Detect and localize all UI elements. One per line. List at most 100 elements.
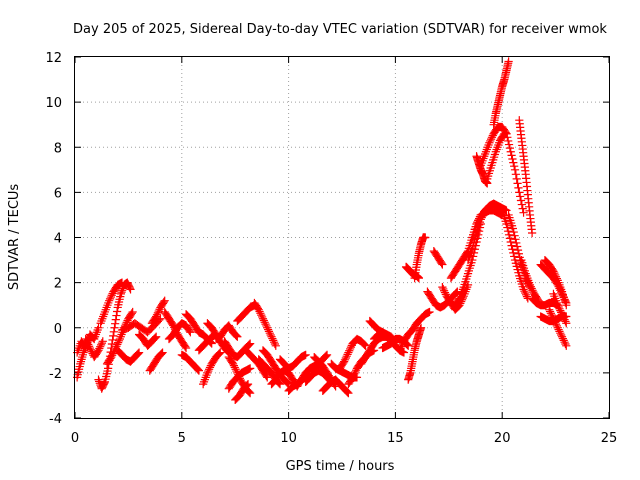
data-point <box>262 371 271 381</box>
data-point <box>158 348 167 357</box>
data-point <box>505 234 514 243</box>
data-point <box>508 154 517 164</box>
grid <box>75 57 609 418</box>
data-point <box>506 237 515 247</box>
data-point <box>181 343 191 353</box>
data-series-tr25 <box>241 346 272 382</box>
data-point <box>128 307 137 317</box>
data-point <box>514 183 523 192</box>
data-point <box>215 349 224 358</box>
y-tick-label: 8 <box>54 141 62 156</box>
data-point <box>194 366 203 375</box>
x-tick-label: 10 <box>280 431 297 446</box>
data-point <box>343 388 352 397</box>
data-point <box>283 379 292 388</box>
data-point <box>134 349 143 358</box>
data-point <box>514 249 523 258</box>
y-tick-label: 10 <box>45 96 62 111</box>
data-point <box>438 260 447 269</box>
data-point <box>246 364 255 373</box>
data-series-tr28 <box>258 346 293 389</box>
data-point <box>246 389 255 398</box>
data-point <box>504 57 513 66</box>
data-point <box>469 241 478 250</box>
data-point <box>186 328 195 337</box>
data-point <box>193 365 203 374</box>
data-point <box>243 380 253 389</box>
data-series-tr55 <box>476 122 511 170</box>
data-point <box>562 319 571 328</box>
data-point <box>452 288 461 297</box>
data-point <box>181 342 190 351</box>
x-tick-label: 0 <box>71 431 79 446</box>
data-point <box>437 259 446 268</box>
data-point <box>507 241 516 250</box>
data-point <box>134 348 144 357</box>
data-point <box>510 162 519 171</box>
data-point <box>157 349 166 358</box>
x-tick-label: 15 <box>387 431 404 446</box>
data-series-tr09 <box>134 330 161 350</box>
data-series-tr58 <box>498 206 532 303</box>
data-point <box>112 311 121 320</box>
y-tick-label: 6 <box>54 186 62 201</box>
data-series-tr14 <box>177 350 203 375</box>
data-series-tr30 <box>275 350 310 373</box>
data-point <box>510 231 519 240</box>
data-point <box>94 323 103 332</box>
data-series-tr46 <box>410 233 430 283</box>
data-point <box>111 315 120 324</box>
data-point <box>421 233 430 242</box>
data-point <box>216 348 225 357</box>
data-point <box>399 348 409 357</box>
data-point <box>516 192 525 201</box>
data-point <box>339 358 348 368</box>
data-point <box>508 224 517 233</box>
data-point <box>232 331 241 340</box>
data-series-tr44 <box>404 323 426 384</box>
data-point <box>518 204 527 213</box>
data-point <box>160 296 169 305</box>
data-point <box>246 339 255 348</box>
axis-ticks: 0 5 10 15 20 25 -4 -2 0 2 4 6 8 10 12 <box>45 51 617 446</box>
data-series-tr53 <box>468 206 507 242</box>
data-point <box>106 354 115 363</box>
data-point <box>245 388 254 397</box>
data-point <box>513 179 522 188</box>
data-series-tr23 <box>231 380 253 405</box>
chart-title: Day 205 of 2025, Sidereal Day-to-day VTE… <box>73 22 607 37</box>
data-series-tr48 <box>429 246 447 269</box>
data-point <box>528 228 537 238</box>
x-tick-label: 25 <box>601 431 618 446</box>
data-point <box>503 133 512 142</box>
data-point <box>361 341 370 350</box>
data-point <box>507 151 516 160</box>
data-series-tr17 <box>199 348 225 389</box>
data-point <box>109 331 118 340</box>
data-point <box>502 219 511 229</box>
data-point <box>151 333 160 342</box>
data-point <box>510 252 519 261</box>
data-series-tr07 <box>113 346 144 366</box>
data-point <box>93 347 102 356</box>
data-point <box>468 244 477 253</box>
data-point <box>110 323 119 332</box>
data-series-tr68 <box>549 289 571 328</box>
data-series-tr54 <box>472 152 492 188</box>
data-point <box>344 389 353 398</box>
data-series-tr22 <box>224 364 255 393</box>
data-point <box>515 188 524 197</box>
data-point <box>509 158 518 167</box>
data-point <box>112 307 122 316</box>
data-point <box>185 326 194 336</box>
data-point <box>517 200 526 209</box>
plot-frame <box>74 56 610 419</box>
y-tick-label: -2 <box>49 367 62 382</box>
data-points <box>73 57 571 405</box>
y-axis-label: SDTVAR / TECUs <box>7 184 22 291</box>
data-series-tr06 <box>96 278 127 328</box>
data-point <box>416 323 426 332</box>
data-point <box>100 379 109 388</box>
data-series-tr10 <box>145 348 167 375</box>
y-tick-label: 0 <box>54 322 62 337</box>
